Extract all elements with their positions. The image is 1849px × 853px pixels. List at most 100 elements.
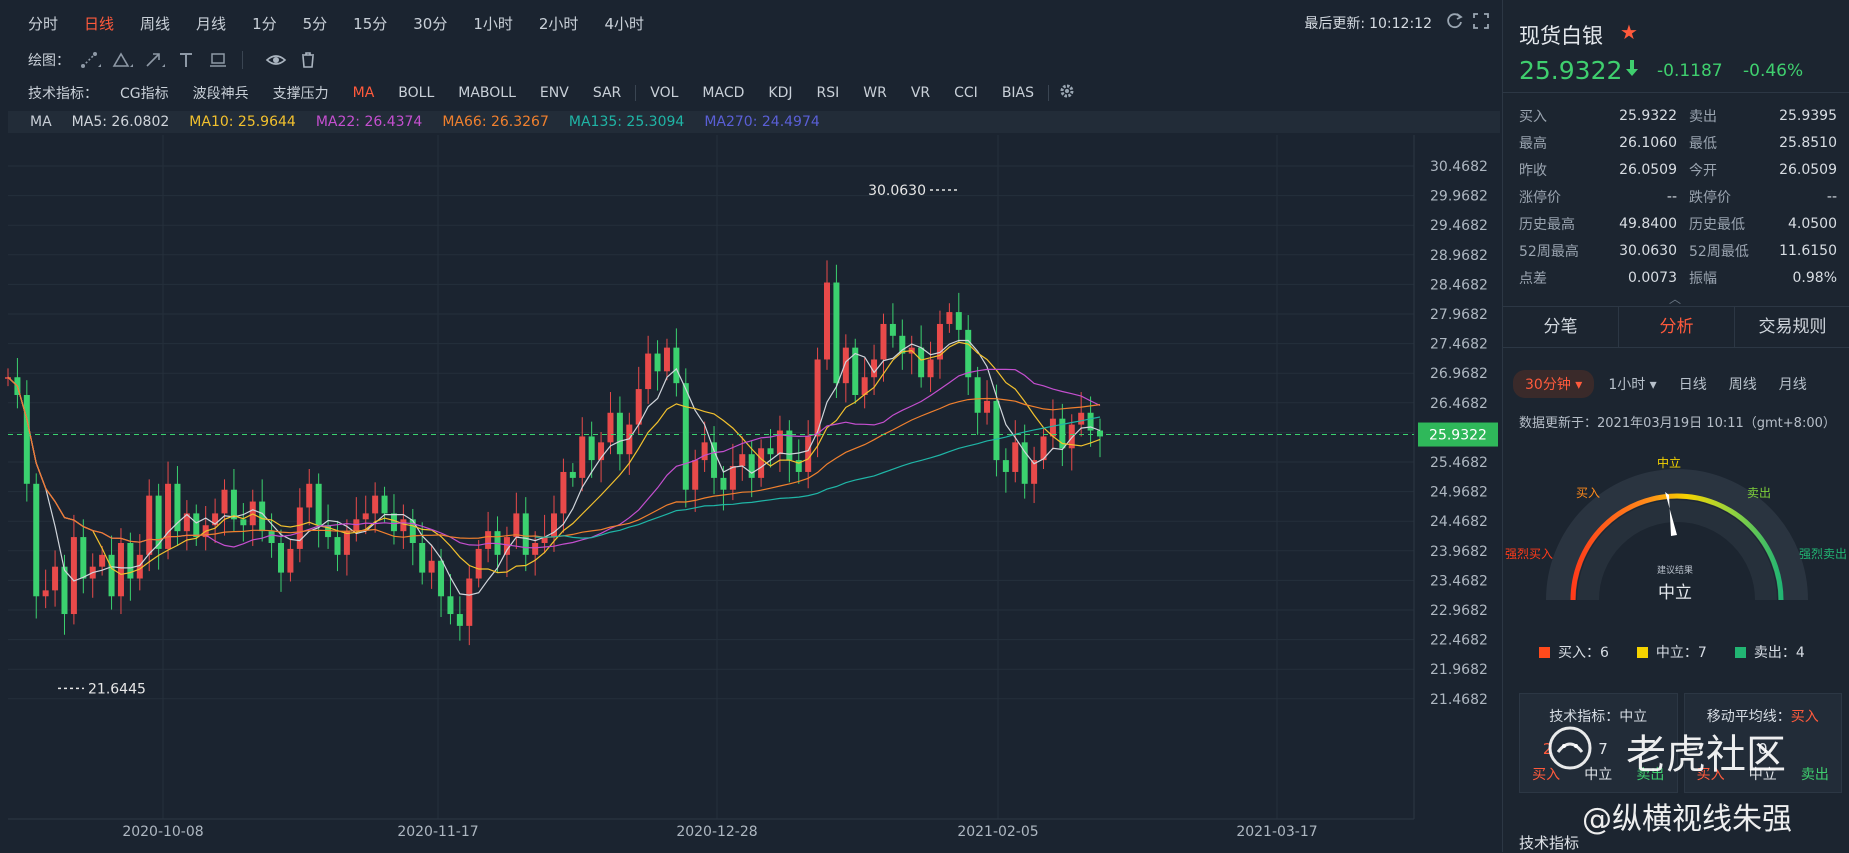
- analysis-period-label: 1小时: [1608, 377, 1646, 393]
- y-tick-label: 28.4682: [1430, 277, 1488, 293]
- indicator-item[interactable]: WR: [863, 85, 887, 101]
- indicator-item[interactable]: MACD: [702, 85, 745, 101]
- x-tick-label: 2020-11-17: [397, 824, 478, 840]
- stat-label: 今开: [1689, 162, 1717, 179]
- indicator-item[interactable]: 波段神兵: [192, 86, 249, 102]
- ma-legend-item: MA22: 26.4374: [315, 114, 423, 130]
- candle-body: [692, 460, 699, 490]
- moving-average-box[interactable]: 移动平均线：买入 0 买入 中立 卖出: [1683, 693, 1842, 793]
- analysis-period-option[interactable]: 30分钟 ▾: [1513, 370, 1595, 398]
- tech-sell-label: 卖出: [1636, 767, 1665, 783]
- y-tick-label: 27.9682: [1430, 307, 1488, 323]
- candle-body: [795, 460, 802, 472]
- candlestick-chart[interactable]: 30.4682 29.9682 29.4682 28.9682 28.4682 27.96…: [0, 135, 1502, 852]
- candle-body: [287, 548, 294, 573]
- y-tick-label: 25.4682: [1430, 455, 1488, 471]
- x-tick-label: 2021-03-17: [1236, 824, 1317, 840]
- candle-body: [343, 531, 350, 555]
- line-tool-icon[interactable]: [80, 51, 102, 69]
- refresh-icon[interactable]: [1446, 12, 1464, 30]
- period-tab[interactable]: 月线: [196, 15, 227, 33]
- stat-value: 26.0509: [1619, 161, 1677, 178]
- period-tab[interactable]: 1分: [252, 15, 277, 33]
- candle-body: [259, 501, 266, 532]
- signal-count-item: 买入：6: [1539, 642, 1609, 662]
- period-tab[interactable]: 4小时: [604, 15, 644, 33]
- indicator-item[interactable]: MA: [352, 85, 375, 101]
- ma-line: [535, 416, 1101, 539]
- gauge-result: 中立: [1658, 583, 1692, 603]
- period-tab[interactable]: 分时: [28, 15, 59, 33]
- tech-box-title: 技术指标：: [1549, 709, 1620, 725]
- ma-legend-item: MA10: 25.9644: [189, 114, 296, 130]
- symbol-name: 现货白银: [1519, 24, 1603, 48]
- panel-tab[interactable]: 交易规则: [1758, 317, 1827, 337]
- indicator-item[interactable]: 支撑压力: [272, 86, 329, 102]
- favorite-star-icon[interactable]: ★: [1620, 20, 1638, 44]
- signal-count-item: 卖出：4: [1734, 642, 1805, 662]
- period-tab[interactable]: 日线: [84, 15, 115, 33]
- indicator-item[interactable]: CCI: [954, 85, 978, 101]
- text-tool-icon[interactable]: [176, 51, 198, 69]
- candle-body: [80, 537, 87, 579]
- candle-body: [334, 537, 341, 555]
- triangle-tool-icon[interactable]: [112, 51, 134, 69]
- candle-body: [560, 471, 567, 514]
- gauge-label-neutral: 中立: [1657, 455, 1681, 470]
- divider: [1503, 92, 1849, 93]
- candle-body: [306, 483, 313, 508]
- period-tab[interactable]: 1小时: [473, 15, 513, 33]
- candle-body: [390, 513, 397, 532]
- eye-icon[interactable]: [265, 51, 287, 69]
- candle-body: [824, 282, 830, 360]
- indicator-item[interactable]: BIAS: [1001, 85, 1035, 101]
- period-tab[interactable]: 2小时: [538, 15, 579, 33]
- candle-body: [569, 471, 576, 478]
- stat-label: 涨停价: [1519, 189, 1561, 206]
- candle-body: [833, 282, 840, 384]
- indicator-item[interactable]: ENV: [539, 85, 569, 101]
- chart-canvas[interactable]: 30.4682 29.9682 29.4682 28.9682 28.4682 27.96…: [0, 135, 1502, 852]
- indicator-item[interactable]: SAR: [592, 85, 622, 101]
- tech-buy-count: 2: [1542, 740, 1553, 758]
- analysis-period-option[interactable]: 日线: [1679, 374, 1707, 394]
- indicator-item[interactable]: MABOLL: [458, 85, 516, 101]
- candle-body: [240, 519, 247, 526]
- candle-body: [1059, 418, 1066, 449]
- collapse-chevron-icon[interactable]: ︿: [1669, 292, 1682, 306]
- candle-body: [42, 590, 49, 597]
- panel-tab[interactable]: 分析: [1619, 307, 1735, 347]
- ma-legend: MA MA5: 26.0802 MA10: 25.9644 MA22: 26.437…: [8, 111, 1500, 133]
- period-tab[interactable]: 5分: [302, 15, 328, 33]
- analysis-period-option[interactable]: 周线: [1729, 374, 1757, 394]
- period-tab[interactable]: 周线: [140, 15, 171, 33]
- indicator-item[interactable]: RSI: [816, 85, 840, 101]
- candle-body: [842, 347, 849, 384]
- analysis-period-option[interactable]: 月线: [1779, 374, 1807, 394]
- indicator-label: 技术指标：: [28, 86, 98, 102]
- period-tab[interactable]: 30分: [413, 15, 448, 33]
- indicator-item[interactable]: KDJ: [768, 85, 793, 101]
- analysis-period-label: 日线: [1678, 377, 1707, 393]
- fullscreen-icon[interactable]: [1472, 12, 1490, 30]
- indicator-item[interactable]: VR: [910, 85, 931, 101]
- stat-value: 49.8400: [1619, 215, 1677, 232]
- analysis-period-option[interactable]: 1小时 ▾: [1608, 374, 1656, 394]
- panel-tab[interactable]: 分笔: [1503, 307, 1619, 347]
- indicator-item[interactable]: CG指标: [120, 86, 169, 102]
- candle-body: [52, 566, 59, 591]
- candle-body: [33, 483, 40, 597]
- arrow-tool-icon[interactable]: [144, 51, 166, 69]
- x-tick-label: 2020-12-28: [676, 824, 757, 840]
- high-marker: 30.0630: [868, 183, 926, 199]
- annotation-tool-icon[interactable]: [208, 51, 230, 69]
- period-tab[interactable]: 15分: [353, 15, 388, 33]
- indicator-item[interactable]: BOLL: [398, 85, 435, 101]
- y-tick-label: 29.4682: [1430, 218, 1488, 234]
- gear-icon[interactable]: [1059, 83, 1075, 103]
- indicator-item[interactable]: VOL: [650, 85, 679, 101]
- stat-value: 30.0630: [1619, 242, 1677, 259]
- trash-icon[interactable]: [297, 51, 319, 69]
- analysis-period-label: 月线: [1778, 377, 1807, 393]
